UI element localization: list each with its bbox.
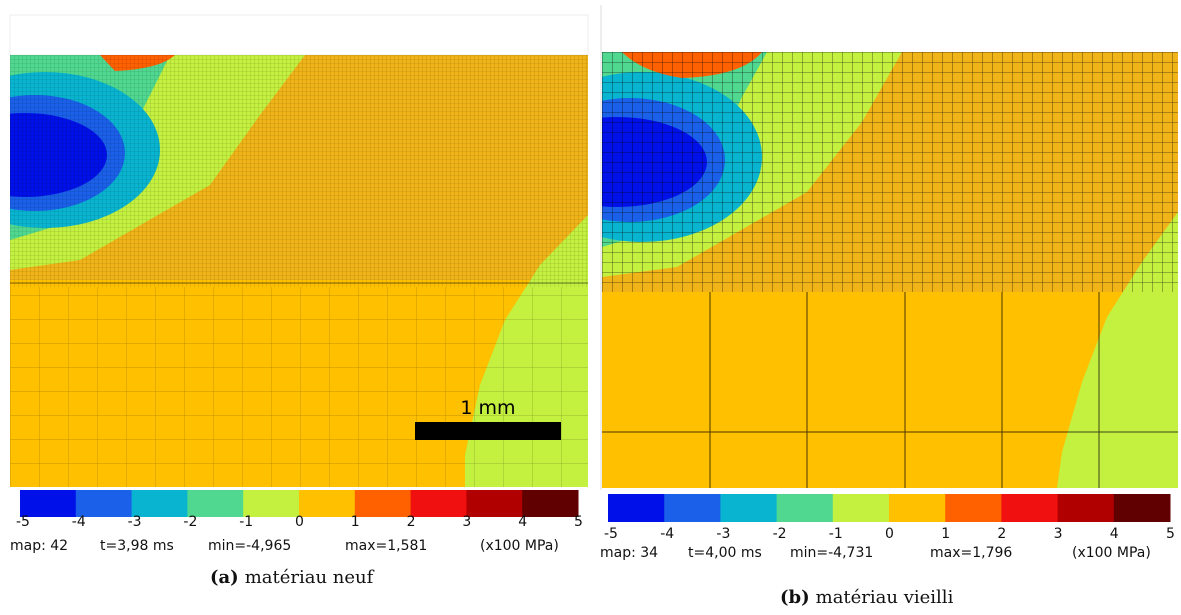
info-map: map: 34	[600, 545, 658, 561]
blank-strip	[9, 14, 589, 56]
colorbar-swatch	[1057, 494, 1115, 522]
colorbar-tick-label: -3	[716, 526, 730, 542]
info-min: min=-4,965	[208, 538, 291, 554]
colorbar-swatch	[20, 490, 77, 517]
colorbar-swatch	[720, 494, 778, 522]
colorbar-tick-label: -2	[183, 514, 197, 530]
colorbar-tick-label: 5	[1166, 526, 1175, 542]
colorbar-swatch	[776, 494, 834, 522]
colorbar-tick-label: 5	[574, 514, 583, 530]
colorbar-swatch	[75, 490, 133, 517]
colorbar-swatch	[466, 490, 523, 517]
colorbar-swatch	[522, 490, 579, 517]
colorbar-tick-label: -1	[829, 526, 843, 542]
contour-plot-b	[602, 52, 1178, 488]
colorbar-swatch	[608, 494, 665, 522]
info-min: min=-4,731	[790, 545, 873, 561]
colorbar-tick-label: 3	[1054, 526, 1063, 542]
colorbar-tick-label: 0	[295, 514, 304, 530]
colorbar-tick-label: 0	[885, 526, 894, 542]
colorbar-tick-label: -2	[773, 526, 787, 542]
colorbar-tick-label: 2	[997, 526, 1006, 542]
info-max: max=1,581	[345, 538, 427, 554]
colorbar-tick-label: 4	[518, 514, 527, 530]
info-time: t=3,98 ms	[100, 538, 174, 554]
colorbar-swatch	[1113, 494, 1171, 522]
caption-text: matériau vieilli	[816, 587, 954, 608]
colorbar-swatch	[410, 490, 467, 517]
colorbar-tick-label: 4	[1110, 526, 1119, 542]
scale-bar	[415, 422, 561, 440]
caption-label: (a)	[210, 567, 239, 588]
contour-plot-a	[10, 55, 588, 487]
info-time: t=4,00 ms	[688, 545, 762, 561]
colorbar-tick-label: -4	[72, 514, 86, 530]
info-unit: (x100 MPa)	[480, 538, 559, 554]
colorbar-swatch	[131, 490, 188, 517]
colorbar-tick-label: -1	[239, 514, 253, 530]
colorbar-tick-label: -4	[660, 526, 674, 542]
colorbar-tick-label: -3	[128, 514, 142, 530]
colorbar-tick-label: 3	[462, 514, 471, 530]
colorbar-swatch	[945, 494, 1002, 522]
colorbar-tick-label: 1	[941, 526, 950, 542]
colorbar-tick-label: 1	[351, 514, 360, 530]
colorbar-swatch	[832, 494, 890, 522]
colorbar-tick-label: -5	[604, 526, 618, 542]
caption: (a) matériau neuf	[210, 567, 375, 588]
colorbar-swatch	[243, 490, 300, 517]
info-map: map: 42	[10, 538, 68, 554]
caption-label: (b)	[780, 587, 810, 608]
colorbar-swatch	[354, 490, 412, 517]
colorbar-swatch	[1001, 494, 1059, 522]
colorbar-swatch	[664, 494, 721, 522]
colorbar-tick-label: 2	[407, 514, 416, 530]
colorbar-swatch	[187, 490, 244, 517]
info-unit: (x100 MPa)	[1072, 545, 1151, 561]
info-max: max=1,796	[930, 545, 1012, 561]
caption: (b) matériau vieilli	[780, 587, 954, 608]
colorbar-swatch	[889, 494, 946, 522]
colorbar-tick-label: -5	[16, 514, 30, 530]
scale-bar-label: 1 mm	[460, 397, 515, 419]
caption-text: matériau neuf	[245, 567, 375, 588]
colorbar-swatch	[299, 490, 356, 517]
